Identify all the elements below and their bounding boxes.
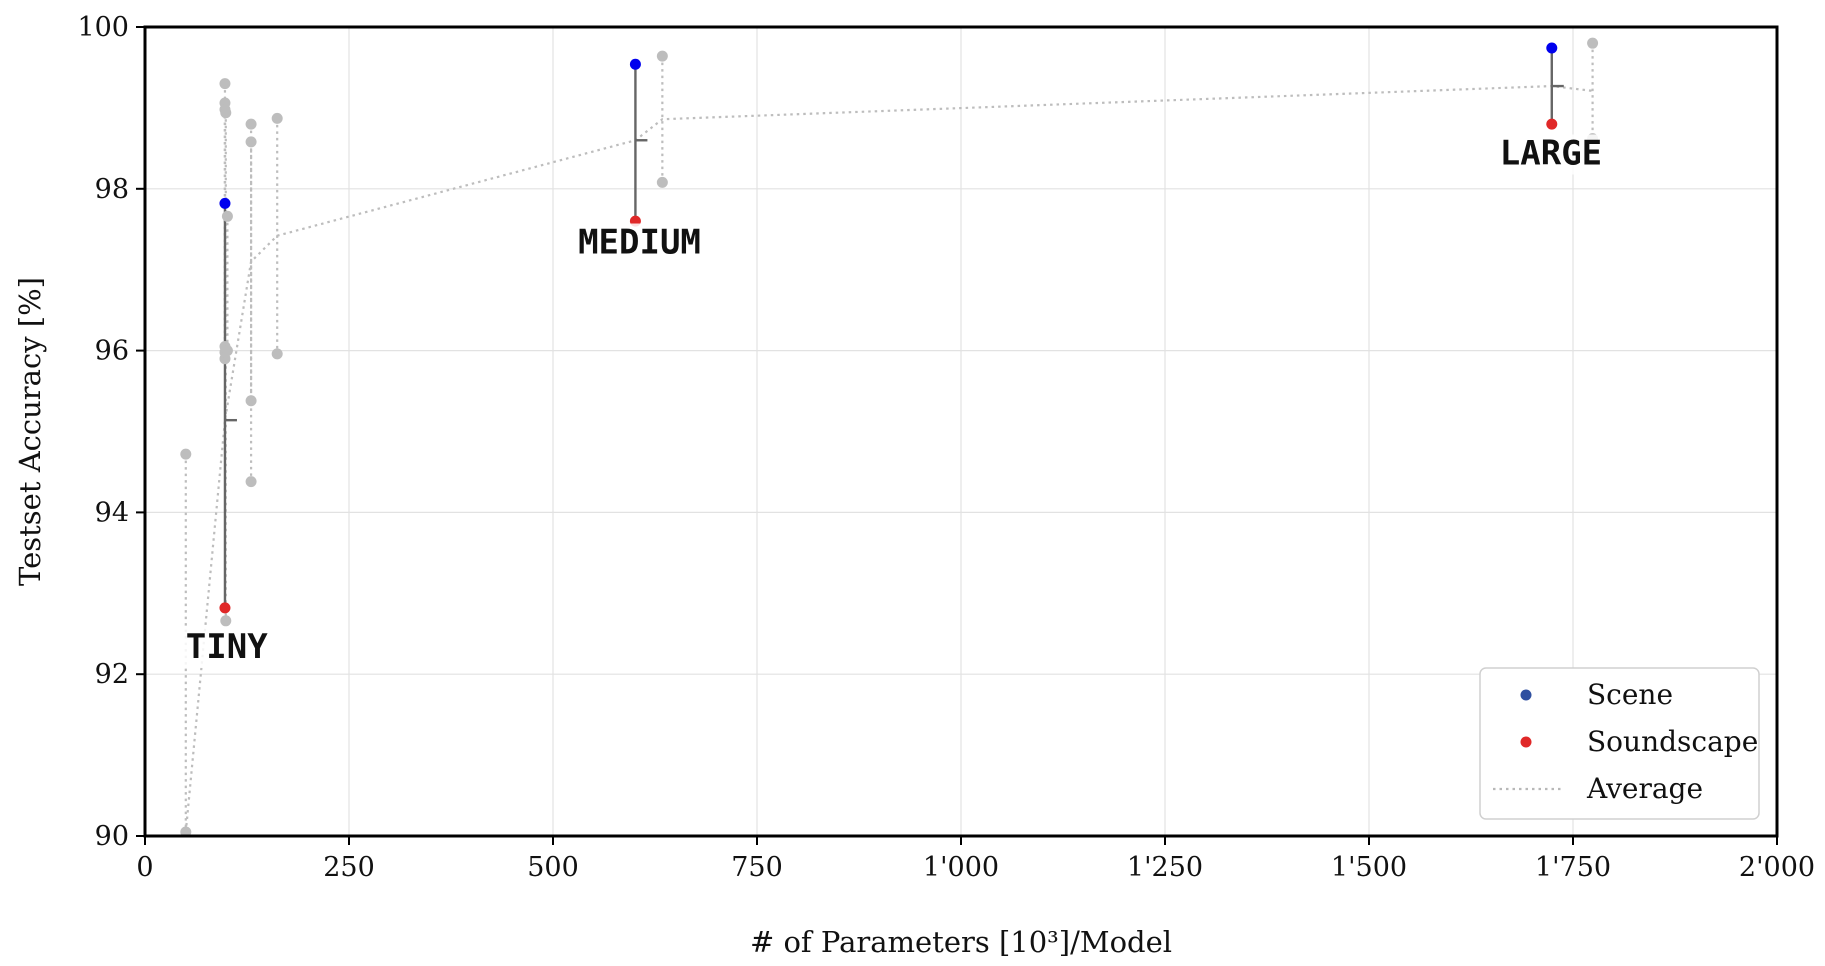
point-other-scene: [271, 112, 283, 124]
data-points: [180, 37, 1599, 838]
annotation-background: [570, 223, 709, 264]
point-other-scene: [219, 78, 231, 90]
model-ranges: [184, 43, 1594, 832]
x-tick-label: 1'750: [1535, 852, 1611, 883]
point-other-soundscape: [220, 615, 232, 627]
x-tick-label: 250: [323, 852, 375, 883]
y-tick-label: 94: [95, 497, 129, 528]
legend-marker-scene: [1520, 689, 1532, 701]
y-tick-label: 96: [95, 336, 129, 367]
point-other-scene: [245, 118, 257, 130]
point-other-scene: [221, 210, 233, 222]
point-other-scene: [1587, 37, 1599, 49]
y-tick-label: 90: [95, 821, 129, 852]
point-soundscape-large: [1546, 118, 1558, 130]
point-other-soundscape: [656, 176, 668, 188]
x-tick-label: 500: [527, 852, 579, 883]
x-axis-label: # of Parameters [10³]/Model: [750, 925, 1172, 959]
point-scene-medium: [629, 58, 641, 70]
x-tick-label: 1'250: [1127, 852, 1203, 883]
x-tick-label: 1'500: [1331, 852, 1407, 883]
x-tick-label: 1'000: [923, 852, 999, 883]
legend-label-average: Average: [1586, 772, 1703, 805]
legend-box: [1479, 667, 1760, 820]
x-tick-label: 0: [136, 852, 153, 883]
average-line: [184, 84, 1593, 833]
annotation-background: [179, 628, 276, 669]
legend-label-scene: Scene: [1587, 678, 1673, 711]
x-tick-label: 2'000: [1739, 852, 1815, 883]
model-annotations: TINY MEDIUM LARGE: [179, 134, 1610, 669]
y-tick-label: 100: [77, 12, 129, 43]
average-line-layer: [184, 84, 1593, 833]
point-other-soundscape: [245, 476, 257, 488]
annotation-large: LARGE: [1500, 134, 1602, 174]
y-axis: 90 92 94 96 98 100: [77, 12, 145, 852]
point-other-soundscape: [245, 395, 257, 407]
legend-marker-soundscape: [1520, 736, 1532, 748]
point-other-scene: [245, 136, 257, 148]
point-soundscape-tiny: [219, 602, 231, 614]
point-other-scene: [656, 50, 668, 62]
point-other-soundscape: [271, 348, 283, 360]
x-axis: 0 250 500 750 1'000 1'250 1'500 1'750 2'000: [136, 836, 1815, 883]
y-tick-label: 92: [95, 659, 129, 690]
annotation-background: [1492, 134, 1610, 175]
x-tick-label: 750: [731, 852, 783, 883]
point-other-soundscape: [221, 345, 233, 357]
point-scene-large: [1546, 42, 1558, 54]
point-other-scene: [180, 448, 192, 460]
point-scene-tiny: [219, 197, 231, 209]
legend-label-soundscape: Soundscape: [1587, 725, 1758, 758]
y-axis-label: Testset Accuracy [%]: [13, 277, 47, 586]
point-other-scene: [220, 107, 232, 119]
annotation-tiny: TINY: [186, 627, 268, 667]
annotation-medium: MEDIUM: [578, 223, 701, 263]
y-tick-label: 98: [95, 174, 129, 205]
legend: Scene Soundscape Average: [1479, 667, 1760, 820]
